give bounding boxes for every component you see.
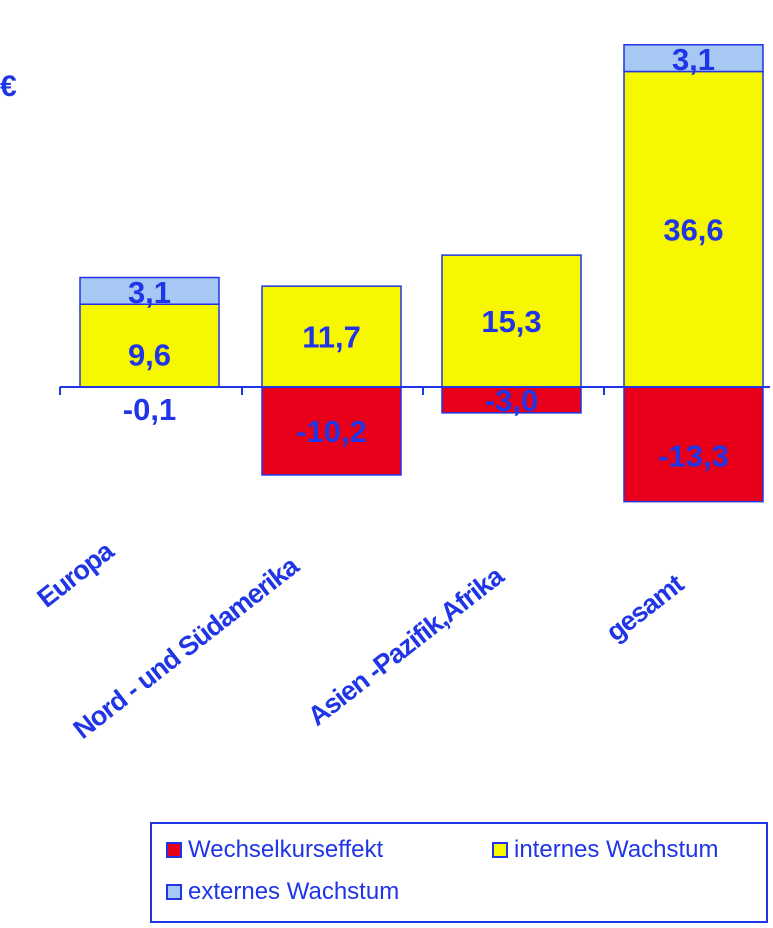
legend-swatch-red [166,842,182,858]
value-label-internes-wachstum: 15,3 [481,304,541,339]
value-label-wechselkurseffekt: -0,1 [123,392,176,427]
x-axis [59,386,770,395]
value-label-externes-wachstum: 3,1 [672,42,715,77]
value-label-internes-wachstum: 9,6 [128,338,171,373]
currency-unit-label: € [0,70,17,103]
value-label-internes-wachstum: 11,7 [302,320,361,355]
bar-internes-wachstum [441,254,582,388]
legend-item-wechselkurseffekt: Wechselkurseffekt [166,836,383,864]
value-label-internes-wachstum: 36,6 [663,212,723,247]
legend: Wechselkurseffekt internes Wachstum exte… [150,822,768,923]
bar-externes-wachstum [79,276,220,305]
legend-label: Wechselkurseffekt [188,836,384,863]
legend-label: externes Wachstum [188,878,400,905]
legend-label: internes Wachstum [514,836,719,863]
value-labels: 9,6 3,1 -0,1 11,7 -10,2 15,3 -3,0 36,6 3,1 -13,3 [123,42,729,473]
bar-externes-wachstum [623,44,764,73]
legend-item-internes-wachstum: internes Wachstum [492,836,719,864]
bar-wechselkurseffekt [261,386,402,476]
legend-item-externes-wachstum: externes Wachstum [166,878,399,906]
category-label: Asien -Pazifik,Afrika [302,560,510,732]
value-label-wechselkurseffekt: -10,2 [296,414,367,449]
value-label-externes-wachstum: 3,1 [128,275,171,310]
legend-swatch-yellow [492,842,508,858]
category-label: Europa [32,535,121,613]
bar-internes-wachstum [623,70,764,388]
bar-internes-wachstum [79,303,220,388]
bar-internes-wachstum [261,285,402,388]
category-label: Nord - und Südamerika [68,550,306,745]
bar-wechselkurseffekt [623,386,764,503]
bars-group [79,44,764,503]
legend-swatch-lightblue [166,884,182,900]
stacked-bar-chart: 9,63,1-0,111,7-10,215,3-3,036,63,1-13,3 … [32,42,770,745]
value-label-wechselkurseffekt: -3,0 [485,383,538,418]
category-label: gesamt [600,568,689,647]
value-label-wechselkurseffekt: -13,3 [658,438,729,473]
